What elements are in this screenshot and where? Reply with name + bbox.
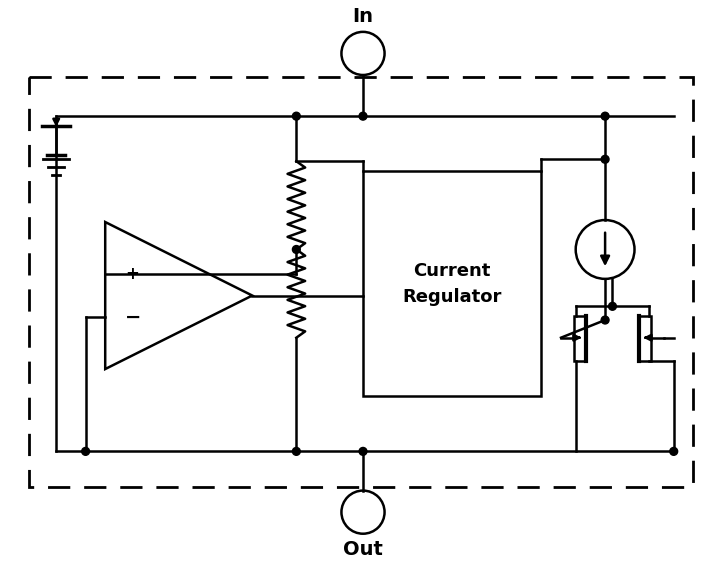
Circle shape bbox=[359, 448, 367, 455]
Circle shape bbox=[608, 302, 616, 310]
Text: Current
Regulator: Current Regulator bbox=[402, 261, 502, 306]
Text: +: + bbox=[126, 265, 139, 283]
Text: −: − bbox=[124, 307, 141, 327]
Bar bbox=[363, 171, 542, 397]
Circle shape bbox=[601, 112, 609, 120]
Circle shape bbox=[670, 448, 677, 455]
Circle shape bbox=[82, 448, 89, 455]
Circle shape bbox=[293, 448, 301, 455]
Bar bbox=[29, 77, 693, 487]
Text: Out: Out bbox=[343, 539, 383, 559]
Circle shape bbox=[601, 316, 609, 324]
Circle shape bbox=[601, 155, 609, 163]
Circle shape bbox=[359, 112, 367, 120]
Circle shape bbox=[293, 112, 301, 120]
Text: In: In bbox=[353, 7, 373, 26]
Circle shape bbox=[293, 246, 301, 254]
